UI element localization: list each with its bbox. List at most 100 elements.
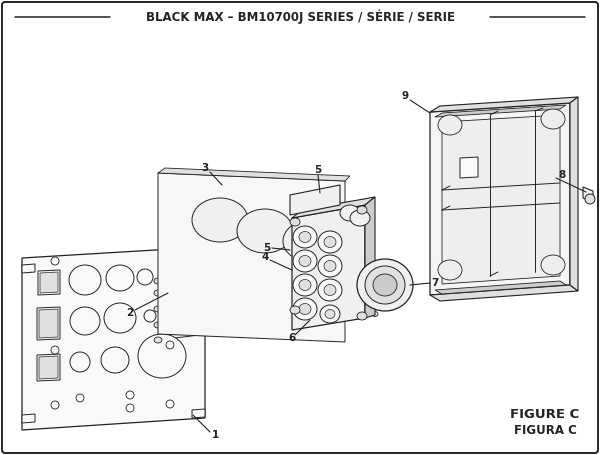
Polygon shape — [290, 185, 340, 215]
Ellipse shape — [70, 307, 100, 335]
Ellipse shape — [307, 229, 313, 234]
Polygon shape — [39, 309, 58, 338]
Ellipse shape — [76, 394, 84, 402]
Ellipse shape — [299, 279, 311, 290]
Ellipse shape — [350, 210, 370, 226]
Polygon shape — [39, 356, 58, 379]
Ellipse shape — [237, 209, 293, 253]
Ellipse shape — [154, 306, 162, 312]
Ellipse shape — [293, 298, 317, 320]
Polygon shape — [460, 157, 478, 178]
Text: 8: 8 — [558, 170, 565, 180]
Ellipse shape — [126, 404, 134, 412]
Ellipse shape — [290, 306, 300, 314]
Ellipse shape — [166, 400, 174, 408]
Ellipse shape — [365, 266, 405, 304]
Text: FIGURE C: FIGURE C — [511, 409, 580, 421]
Polygon shape — [430, 97, 578, 112]
Ellipse shape — [137, 269, 153, 285]
Ellipse shape — [51, 401, 59, 409]
Ellipse shape — [299, 303, 311, 314]
Ellipse shape — [138, 334, 186, 378]
Polygon shape — [192, 253, 205, 262]
Polygon shape — [38, 270, 60, 295]
Ellipse shape — [585, 194, 595, 204]
Ellipse shape — [372, 312, 378, 317]
Text: BLACK MAX – BM10700J SERIES / SÉRIE / SERIE: BLACK MAX – BM10700J SERIES / SÉRIE / SE… — [146, 10, 455, 24]
Ellipse shape — [144, 310, 156, 322]
Ellipse shape — [299, 256, 311, 267]
Ellipse shape — [373, 274, 397, 296]
Ellipse shape — [324, 237, 336, 248]
Text: 7: 7 — [431, 278, 439, 288]
Text: FIGURA C: FIGURA C — [514, 424, 577, 436]
Ellipse shape — [541, 255, 565, 275]
Polygon shape — [583, 187, 593, 202]
Ellipse shape — [324, 261, 336, 272]
Polygon shape — [37, 307, 60, 340]
Ellipse shape — [438, 260, 462, 280]
Ellipse shape — [357, 312, 367, 320]
Polygon shape — [37, 354, 60, 381]
Polygon shape — [22, 247, 205, 430]
Ellipse shape — [293, 226, 317, 248]
Ellipse shape — [51, 257, 59, 265]
Ellipse shape — [166, 341, 174, 349]
Ellipse shape — [106, 265, 134, 291]
Polygon shape — [158, 173, 345, 342]
Polygon shape — [365, 197, 375, 318]
Polygon shape — [158, 168, 350, 181]
Polygon shape — [435, 281, 566, 294]
Ellipse shape — [318, 231, 342, 253]
Ellipse shape — [318, 279, 342, 301]
Ellipse shape — [154, 278, 162, 284]
Ellipse shape — [69, 265, 101, 295]
Polygon shape — [22, 264, 35, 273]
Ellipse shape — [438, 115, 462, 135]
Ellipse shape — [154, 322, 162, 328]
Text: 1: 1 — [211, 430, 218, 440]
Polygon shape — [40, 272, 58, 293]
Ellipse shape — [293, 274, 317, 296]
Text: 5: 5 — [263, 243, 271, 253]
Ellipse shape — [541, 109, 565, 129]
Ellipse shape — [51, 346, 59, 354]
Ellipse shape — [318, 255, 342, 277]
Polygon shape — [430, 103, 570, 295]
Ellipse shape — [290, 218, 300, 226]
Ellipse shape — [352, 292, 358, 297]
Ellipse shape — [299, 232, 311, 243]
Ellipse shape — [357, 206, 367, 214]
Text: 9: 9 — [401, 91, 409, 101]
Ellipse shape — [325, 309, 335, 318]
Polygon shape — [435, 105, 566, 117]
Ellipse shape — [320, 305, 340, 323]
Ellipse shape — [327, 268, 333, 273]
Ellipse shape — [324, 284, 336, 295]
Text: 4: 4 — [262, 252, 269, 262]
Polygon shape — [430, 285, 578, 301]
Ellipse shape — [283, 221, 333, 261]
Ellipse shape — [154, 337, 162, 343]
Ellipse shape — [166, 256, 174, 264]
Ellipse shape — [192, 198, 248, 242]
Ellipse shape — [154, 290, 162, 296]
Text: 6: 6 — [289, 333, 296, 343]
Ellipse shape — [126, 391, 134, 399]
Polygon shape — [192, 409, 205, 418]
Ellipse shape — [70, 352, 90, 372]
Ellipse shape — [101, 347, 129, 373]
Ellipse shape — [307, 242, 313, 247]
Ellipse shape — [293, 250, 317, 272]
Polygon shape — [292, 205, 365, 330]
Text: 3: 3 — [202, 163, 209, 173]
Ellipse shape — [104, 303, 136, 333]
Text: 5: 5 — [314, 165, 322, 175]
Polygon shape — [292, 197, 375, 218]
Ellipse shape — [357, 259, 413, 311]
Polygon shape — [570, 97, 578, 291]
Polygon shape — [442, 115, 560, 284]
Ellipse shape — [340, 205, 360, 221]
Polygon shape — [22, 414, 35, 423]
Text: 2: 2 — [127, 308, 134, 318]
